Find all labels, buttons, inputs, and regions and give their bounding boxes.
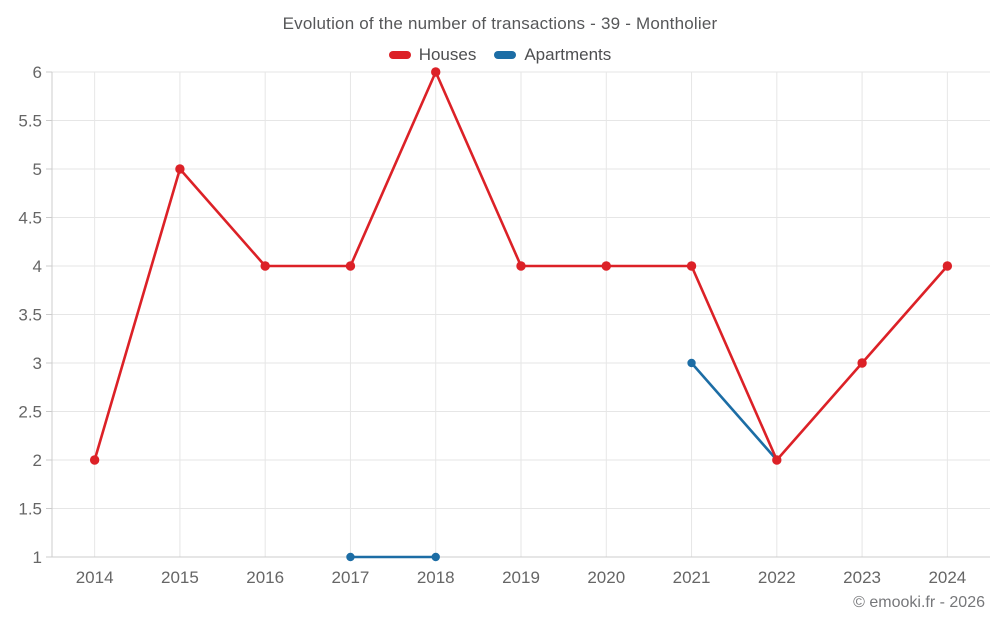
y-axis-label: 1 [33, 548, 42, 567]
x-axis-label: 2023 [843, 568, 881, 587]
legend-swatch-houses [388, 51, 411, 59]
x-axis-label: 2019 [502, 568, 540, 587]
data-point-houses-2024[interactable] [942, 261, 953, 271]
x-axis-label: 2018 [417, 568, 455, 587]
x-axis-label: 2020 [587, 568, 625, 587]
y-axis-label: 6 [33, 63, 42, 82]
x-axis-label: 2017 [332, 568, 370, 587]
y-axis-label: 5 [33, 160, 42, 179]
data-point-apartments-2018[interactable] [431, 552, 440, 562]
x-axis-label: 2024 [928, 568, 966, 587]
y-axis-label: 3 [33, 354, 42, 373]
y-axis-label: 3.5 [18, 306, 42, 325]
x-axis-label: 2022 [758, 568, 796, 587]
y-axis-label: 2.5 [18, 403, 42, 422]
legend-item-apartments[interactable]: Apartments [494, 45, 611, 65]
x-axis-label: 2016 [246, 568, 284, 587]
y-axis-label: 4.5 [18, 209, 42, 228]
data-point-houses-2018[interactable] [431, 67, 441, 77]
x-axis-label: 2015 [161, 568, 199, 587]
legend-label-apartments: Apartments [524, 45, 612, 64]
data-point-houses-2022[interactable] [772, 455, 782, 465]
y-axis-label: 5.5 [18, 112, 42, 131]
legend-label-houses: Houses [418, 45, 477, 64]
data-point-apartments-2017[interactable] [346, 552, 355, 562]
data-point-houses-2016[interactable] [260, 261, 270, 271]
data-point-houses-2020[interactable] [601, 261, 611, 271]
legend-swatch-apartments [494, 51, 517, 59]
x-axis-label: 2021 [673, 568, 711, 587]
y-axis-label: 4 [33, 257, 42, 276]
y-axis-label: 2 [33, 451, 42, 470]
data-point-houses-2023[interactable] [857, 358, 867, 368]
legend: Houses Apartments [0, 45, 1000, 65]
y-axis-label: 1.5 [18, 500, 42, 519]
series-line-apartments [690, 361, 779, 462]
data-point-houses-2021[interactable] [686, 261, 697, 271]
watermark: © emooki.fr - 2026 [853, 594, 985, 611]
chart-title: Evolution of the number of transactions … [282, 14, 718, 33]
data-point-houses-2015[interactable] [175, 164, 185, 174]
data-point-houses-2019[interactable] [516, 261, 526, 271]
data-point-apartments-2021[interactable] [687, 358, 696, 368]
data-point-houses-2014[interactable] [89, 455, 100, 465]
x-axis-label: 2014 [76, 568, 114, 587]
legend-item-houses[interactable]: Houses [388, 45, 477, 65]
data-point-houses-2017[interactable] [345, 261, 356, 271]
